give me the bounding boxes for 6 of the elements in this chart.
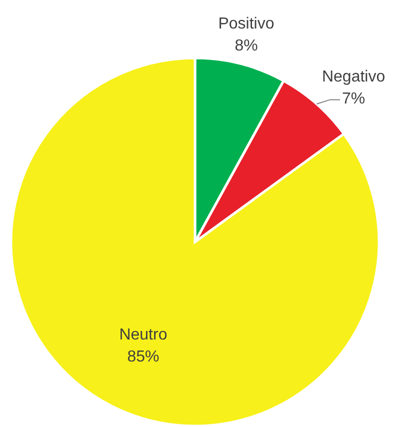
slice-label: Positivo: [218, 15, 274, 32]
data-label: 8%: [234, 37, 258, 54]
slice-label: Neutro: [119, 326, 168, 344]
data-label: 7%: [342, 90, 366, 108]
data-label: 85%: [127, 348, 160, 366]
slice-label: Negativo: [322, 68, 386, 86]
